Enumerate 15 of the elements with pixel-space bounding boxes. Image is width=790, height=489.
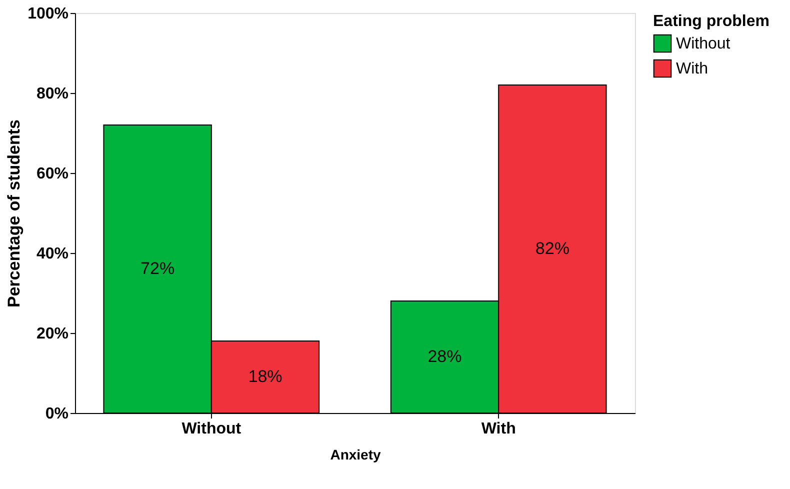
y-tick-label: 40% <box>36 246 68 262</box>
y-tick-label: 0% <box>45 406 68 422</box>
legend-label: Without <box>676 36 731 52</box>
legend-title: Eating problem <box>653 13 770 30</box>
data-label: 28% <box>428 347 462 366</box>
y-tick-label: 60% <box>36 166 68 182</box>
y-tick-label: 80% <box>36 86 68 102</box>
data-label: 72% <box>140 259 175 278</box>
x-axis-title: Anxiety <box>330 446 381 462</box>
data-label: 18% <box>248 367 282 386</box>
y-axis-title: Percentage of students <box>4 120 24 308</box>
data-label: 82% <box>535 239 570 258</box>
y-tick-label: 100% <box>28 6 68 22</box>
legend-label: With <box>676 60 708 78</box>
y-tick-label: 20% <box>36 326 68 342</box>
